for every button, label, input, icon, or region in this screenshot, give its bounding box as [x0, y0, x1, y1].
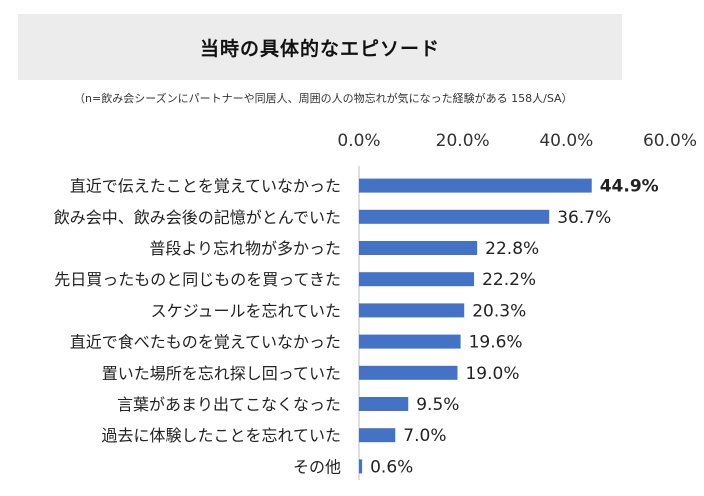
chart-title-box: 当時の具体的なエピソード	[18, 14, 622, 80]
category-label: スケジュールを忘れていた	[151, 301, 341, 320]
bar	[359, 365, 458, 380]
bar	[359, 428, 396, 443]
bar	[359, 303, 465, 318]
bar	[359, 209, 550, 224]
bar	[359, 178, 592, 193]
data-label: 19.6%	[469, 333, 523, 353]
category-label: 直近で食べたものを覚えていなかった	[70, 333, 341, 352]
category-label: 直近で伝えたことを覚えていなかった	[70, 177, 341, 196]
data-label: 19.0%	[465, 364, 519, 384]
bar	[359, 397, 409, 411]
x-tick-label: 60.0%	[643, 131, 697, 151]
category-label: 言葉があまり出てこなくなった	[117, 395, 341, 414]
bar	[359, 459, 363, 474]
x-tick-label: 0.0%	[337, 131, 380, 151]
bar	[359, 272, 475, 287]
x-tick-label: 20.0%	[436, 131, 490, 151]
category-label: 過去に体験したことを忘れていた	[101, 426, 341, 445]
bar	[359, 241, 478, 255]
data-label: 22.2%	[482, 270, 536, 290]
data-label: 20.3%	[472, 301, 526, 321]
data-label: 0.6%	[370, 457, 413, 477]
x-tick-label: 40.0%	[539, 131, 593, 151]
category-label: 普段より忘れ物が多かった	[149, 239, 341, 258]
category-label: 置いた場所を忘れ探し回っていた	[102, 364, 341, 383]
category-label: 飲み会中、飲み会後の記憶がとんでいた	[54, 208, 341, 227]
data-label: 36.7%	[557, 208, 611, 228]
category-label: その他	[293, 457, 341, 476]
data-label: 9.5%	[416, 395, 459, 415]
data-label: 7.0%	[403, 426, 446, 446]
data-label: 22.8%	[485, 239, 539, 259]
chart-subtitle: （n=飲み会シーズンにパートナーや同居人、周囲の人の物忘れが気になった経験がある…	[74, 92, 573, 105]
bar	[359, 334, 461, 349]
category-label: 先日買ったものと同じものを買ってきた	[54, 270, 341, 289]
data-label: 44.9%	[600, 177, 659, 197]
chart-title: 当時の具体的なエピソード	[199, 37, 440, 60]
